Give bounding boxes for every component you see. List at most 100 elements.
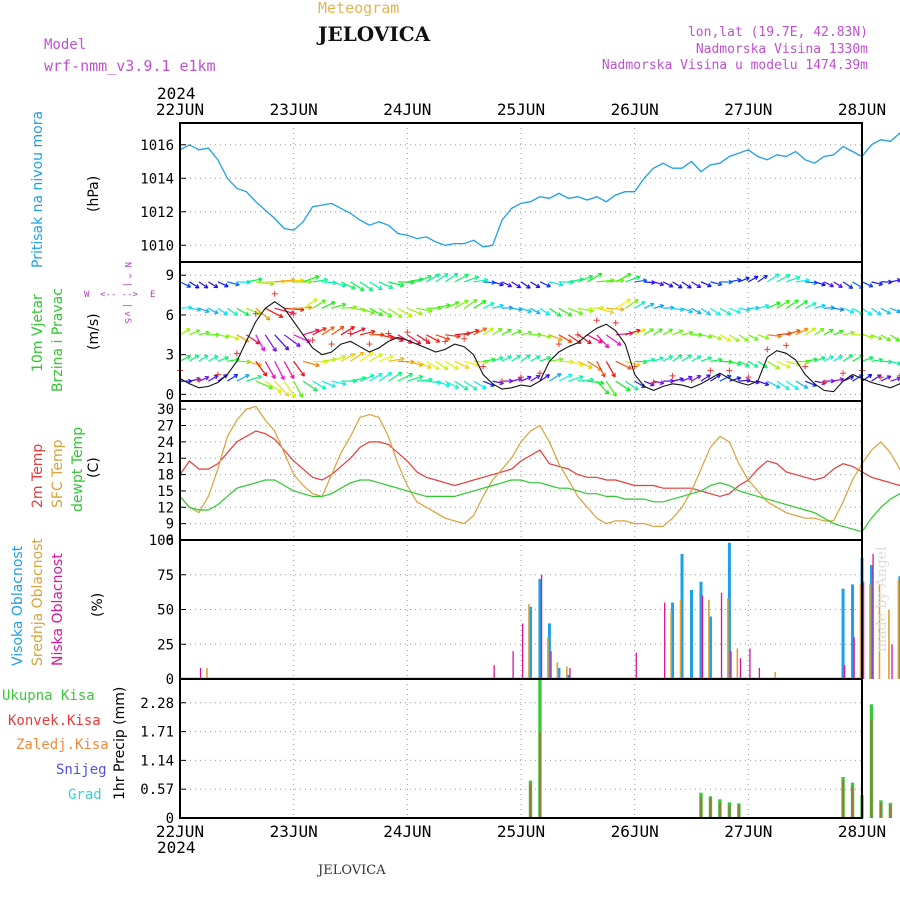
wind-barb: [577, 307, 594, 314]
precip-panel-frame: [179, 678, 863, 819]
cloud-low-bar: [569, 667, 571, 679]
pressure-tick-label: 1010: [140, 238, 174, 254]
wind-barb: [757, 380, 770, 387]
wind-barb: [748, 360, 759, 368]
wind-tick-label: 3: [166, 348, 174, 364]
wind-barb: [312, 327, 327, 336]
wind-barb: [823, 355, 834, 362]
wind-barb: [643, 302, 655, 309]
cloud-low-bar: [749, 648, 751, 679]
cloud-mid-bar: [547, 637, 549, 679]
compass-up: ^: [122, 273, 132, 279]
wind-barb: [198, 330, 210, 336]
wind-barb: [605, 380, 617, 397]
wind-gust-marker: [328, 341, 335, 348]
pressure-line: [179, 132, 900, 248]
wind-barb: [331, 325, 345, 336]
station-title: JELOVICA: [318, 22, 431, 46]
wind-gust-marker: [840, 370, 847, 377]
wind-barb: [359, 329, 376, 336]
wind-barb: [691, 332, 703, 338]
wind-gust-marker: [726, 367, 733, 374]
wind-barb: [463, 275, 480, 283]
wind-barb: [369, 281, 383, 291]
wind-barb: [672, 329, 684, 336]
wind-barb: [795, 380, 809, 389]
wind-unit: (m/s): [86, 313, 102, 350]
wind-barb: [615, 298, 631, 309]
wind-barb: [255, 307, 271, 321]
wind-gust-marker: [745, 374, 752, 381]
wind-barb: [227, 334, 240, 341]
cloud-low-bar: [664, 602, 666, 679]
wind-barb: [189, 281, 200, 289]
wind-gust-marker: [518, 374, 524, 381]
wind-barb: [549, 334, 563, 342]
wind-barb: [558, 373, 573, 382]
wind-barb: [814, 356, 826, 362]
wind-barb: [634, 359, 648, 365]
wind-barb: [653, 328, 663, 336]
wind-gust-marker: [290, 310, 297, 317]
wind-barb: [454, 299, 469, 309]
wind-barb: [416, 307, 433, 314]
wind-barb: [539, 374, 550, 382]
wind-barb: [729, 360, 742, 366]
wind-barb: [823, 328, 834, 336]
wind-gust-marker: [688, 376, 695, 383]
wind-barb: [321, 301, 336, 309]
precip-tick-label: 2.28: [140, 696, 174, 712]
wind-barb: [388, 307, 403, 318]
precip-conv-bar: [529, 782, 532, 818]
wind-barb: [672, 376, 684, 382]
wind-gust-marker: [366, 341, 373, 348]
temp-tick-label: 18: [157, 468, 174, 484]
wind-barb: [729, 376, 742, 382]
wind-gust-marker: [877, 374, 884, 381]
wind-barb: [378, 354, 394, 362]
wind-barb: [520, 307, 532, 314]
wind-barb: [293, 305, 313, 311]
meteogram-label: Meteogram: [318, 0, 400, 17]
wind-barb: [482, 302, 495, 309]
wind-barb: [549, 281, 564, 287]
wind-barb: [359, 374, 375, 382]
cloud-mid-bar: [859, 584, 862, 679]
wind-barb: [587, 272, 603, 283]
wind-barb: [890, 360, 900, 366]
wind-barb: [397, 307, 413, 318]
wind-gust-marker: [461, 335, 468, 342]
wind-barb: [388, 371, 403, 382]
wind-barb: [502, 305, 513, 311]
wind-barb: [861, 281, 874, 288]
wind-barb: [861, 334, 874, 340]
wind-barb: [492, 356, 504, 362]
wind-barb: [331, 354, 346, 362]
wind-barb: [663, 305, 675, 311]
pressure-tick-label: 1014: [140, 171, 174, 187]
wind-barb: [539, 356, 552, 362]
precip-conv-bar: [889, 805, 892, 818]
wind-barb: [662, 328, 673, 336]
cloud-high-bar: [680, 553, 684, 679]
precip-unit: 1hr Precip (mm): [112, 687, 128, 800]
x-tick-label-top: 22JUN: [156, 100, 204, 119]
wind-barb: [833, 329, 844, 336]
wind-barb: [369, 307, 383, 316]
wind-tick-label: 0: [166, 387, 174, 403]
wind-barb: [890, 307, 900, 314]
temp-tick-label: 27: [157, 419, 174, 435]
precip-conv-bar: [870, 719, 873, 818]
wind-barb: [539, 307, 551, 316]
temp-tick-label: 12: [157, 500, 174, 516]
wind-barb: [662, 355, 674, 362]
legend-conv-rain: Konvek.Kisa: [8, 713, 101, 729]
wind-barb: [511, 377, 523, 382]
cloud-mid-bar: [888, 609, 890, 679]
cloud-tick-label: 75: [157, 568, 174, 584]
wind-barb: [283, 334, 301, 347]
wind-barb: [738, 360, 750, 367]
wind-gust-marker: [442, 338, 449, 345]
wind-barb: [302, 360, 320, 368]
wind-barb: [264, 307, 284, 319]
